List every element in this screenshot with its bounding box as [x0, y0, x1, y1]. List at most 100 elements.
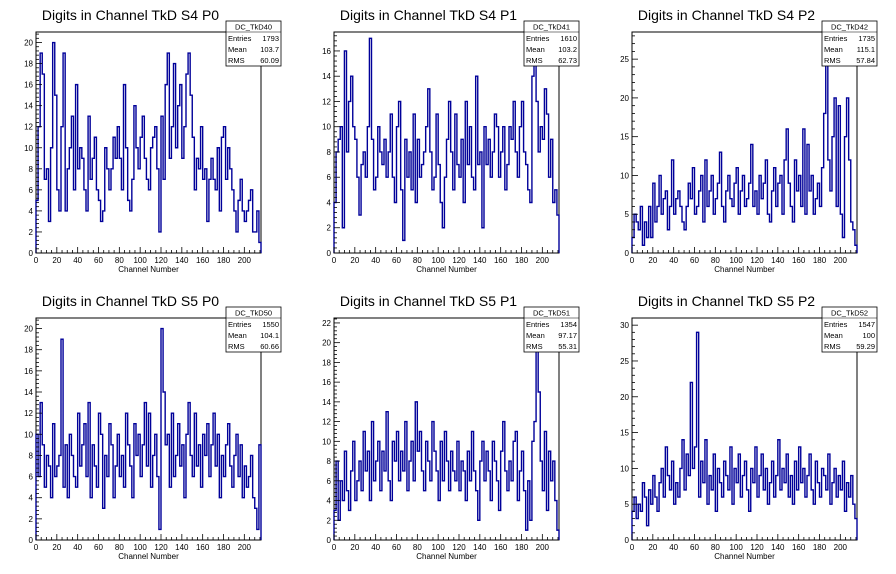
stats-label: Mean: [228, 331, 247, 340]
y-tick-label: 4: [29, 207, 34, 216]
x-tick-label: 20: [648, 256, 657, 265]
stats-box-frame: [225, 20, 282, 67]
stats-value: 1547: [858, 320, 875, 329]
y-tick-label: 5: [625, 500, 630, 509]
stats-box: DC_TkD52 Entries 1547 Mean 100 RMS 59.29: [821, 306, 878, 353]
y-tick-label: 10: [24, 144, 33, 153]
y-tick-label: 22: [322, 319, 331, 328]
stats-label: Entries: [824, 34, 848, 43]
x-tick-label: 60: [690, 543, 699, 552]
y-tick-label: 10: [24, 430, 33, 439]
stats-value: 60.66: [260, 342, 279, 351]
y-tick-label: 10: [322, 437, 331, 446]
x-tick-label: 120: [750, 256, 764, 265]
stats-box-frame: [225, 306, 282, 353]
y-tick-label: 0: [29, 536, 34, 545]
y-tick-label: 0: [29, 249, 34, 258]
x-tick-label: 160: [792, 543, 806, 552]
x-tick-label: 80: [413, 543, 422, 552]
histogram-panel: Digits in Channel TkD S4 P10 20 40 60 80 100 1…: [322, 7, 580, 274]
histogram-series: [631, 331, 858, 540]
y-tick-label: 14: [24, 388, 33, 397]
y-tick-label: 16: [24, 81, 33, 90]
stats-box: DC_TkD40 Entries 1793 Mean 103.7 RMS 60.09: [225, 20, 282, 67]
x-axis-label: Channel Number: [714, 552, 775, 561]
x-tick-label: 100: [729, 543, 743, 552]
stats-value: 62.73: [558, 56, 577, 65]
y-tick-label: 6: [327, 173, 332, 182]
x-tick-label: 40: [669, 256, 678, 265]
x-tick-label: 140: [771, 543, 785, 552]
stats-box-frame: [821, 20, 878, 67]
y-tick-label: 20: [620, 393, 629, 402]
histogram-series: [631, 42, 858, 253]
plot-frame: [631, 317, 858, 541]
stats-value: 59.29: [856, 342, 875, 351]
stats-box: DC_TkD41 Entries 1610 Mean 103.2 RMS 62.73: [523, 20, 580, 67]
y-tick-label: 15: [620, 133, 629, 142]
stats-value: 55.31: [558, 342, 577, 351]
x-tick-label: 140: [175, 256, 189, 265]
x-tick-label: 160: [196, 256, 210, 265]
histogram-panel: Digits in Channel TkD S5 P00 20 40 60 80 100 1…: [24, 293, 282, 561]
stats-value: 1610: [560, 34, 577, 43]
x-tick-label: 40: [371, 256, 380, 265]
x-tick-label: 20: [52, 256, 61, 265]
x-tick-label: 40: [371, 543, 380, 552]
x-tick-label: 160: [494, 543, 508, 552]
y-tick-label: 30: [620, 321, 629, 330]
x-tick-label: 200: [834, 543, 848, 552]
y-tick-label: 15: [620, 429, 629, 438]
y-tick-label: 8: [327, 148, 332, 157]
x-tick-label: 80: [115, 543, 124, 552]
x-tick-label: 120: [154, 543, 168, 552]
plot-frame: [35, 31, 262, 254]
stats-box: DC_TkD51 Entries 1354 Mean 97.17 RMS 55.31: [523, 306, 580, 353]
y-tick-label: 0: [625, 249, 630, 258]
y-tick-label: 6: [29, 473, 34, 482]
histogram-series: [35, 327, 262, 540]
x-tick-label: 120: [154, 256, 168, 265]
stats-box-frame: [821, 306, 878, 353]
y-tick-label: 10: [322, 123, 331, 132]
y-tick-label: 4: [327, 497, 332, 506]
stats-value: 103.7: [260, 45, 279, 54]
y-tick-label: 10: [620, 171, 629, 180]
x-tick-label: 20: [350, 543, 359, 552]
stats-label: Mean: [824, 45, 843, 54]
y-tick-label: 6: [29, 186, 34, 195]
stats-label: RMS: [228, 56, 245, 65]
x-tick-label: 20: [52, 543, 61, 552]
x-tick-label: 200: [536, 256, 550, 265]
stats-value: 60.09: [260, 56, 279, 65]
x-tick-label: 180: [515, 543, 529, 552]
plot-frame: [35, 317, 262, 541]
stats-label: RMS: [526, 56, 543, 65]
x-tick-label: 180: [217, 256, 231, 265]
x-tick-label: 200: [238, 543, 252, 552]
y-tick-label: 16: [322, 378, 331, 387]
x-tick-label: 80: [115, 256, 124, 265]
x-tick-label: 140: [473, 543, 487, 552]
x-tick-label: 160: [196, 543, 210, 552]
x-tick-label: 140: [175, 543, 189, 552]
y-tick-label: 8: [29, 451, 34, 460]
y-tick-label: 20: [24, 39, 33, 48]
plot-frame: [631, 31, 858, 254]
x-axis-label: Channel Number: [416, 265, 477, 274]
x-tick-label: 100: [729, 256, 743, 265]
x-tick-label: 160: [792, 256, 806, 265]
x-tick-label: 80: [711, 543, 720, 552]
x-tick-label: 180: [813, 256, 827, 265]
histogram-series: [35, 41, 262, 253]
chart-title: Digits in Channel TkD S5 P0: [42, 293, 219, 309]
stats-label: RMS: [824, 342, 841, 351]
stats-label: Mean: [228, 45, 247, 54]
y-tick-label: 25: [620, 55, 629, 64]
y-tick-label: 5: [625, 210, 630, 219]
y-tick-label: 8: [29, 165, 34, 174]
y-tick-label: 4: [327, 198, 332, 207]
stats-value: 97.17: [558, 331, 577, 340]
x-tick-label: 60: [690, 256, 699, 265]
